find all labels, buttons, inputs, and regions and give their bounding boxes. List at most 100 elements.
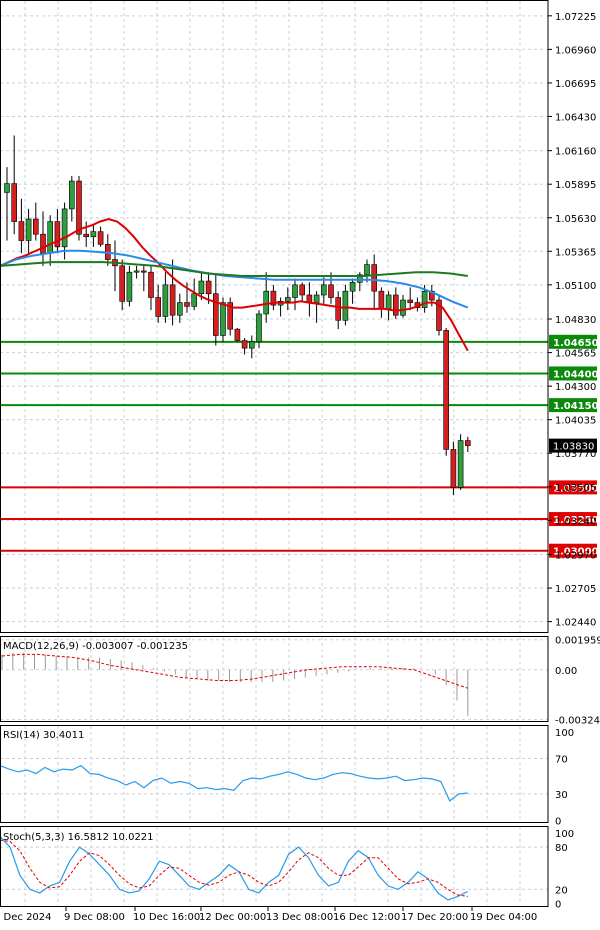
candle-body [191,293,197,307]
candle-body [40,233,46,254]
time-tick-label: 12 Dec 00:00 [199,912,266,923]
candle-body [356,274,363,283]
macd-tick-label: 0.001959 [555,636,600,647]
level-label-box [549,512,597,527]
rsi-tick-label: 100 [555,728,574,739]
candle-body [263,290,270,315]
candle-body [69,180,75,210]
price-tick-label: 1.02440 [555,618,596,629]
price-tick-label: 1.03240 [555,516,596,527]
price-tick-label: 1.02970 [555,551,596,562]
candle-body [328,284,334,298]
grid [0,1,548,906]
panel-frame [0,0,549,633]
candle-body [320,284,327,296]
candle-body [61,208,68,248]
time-tick-label: 6 Dec 2024 [0,912,52,923]
candle-body [47,221,54,254]
candle-body [335,297,342,321]
level-label-box [549,480,597,495]
price-tick-label: 1.02705 [555,584,596,595]
candle-body [313,294,320,303]
price-tick-label: 1.03505 [555,483,596,494]
price-tick-label: 1.05895 [555,180,596,191]
rsi-line [0,764,468,802]
price-tick-label: 1.04300 [555,382,596,393]
time-tick-label: 13 Dec 08:00 [266,912,333,923]
candle-body [169,284,176,316]
rsi-tick-label: 30 [555,790,568,801]
level-label: 1.03500 [553,483,599,494]
candle-body [141,270,147,273]
macd-title: MACD(12,26,9) -0.003007 -0.001235 [3,641,188,652]
candle-body [177,302,183,316]
candle-body [342,290,349,321]
panel-frames [0,0,549,907]
candle-body [457,440,464,488]
price-tick-label: 1.05630 [555,214,596,225]
price-tick-label: 1.05365 [555,247,596,258]
stoch-tick-label: 80 [555,843,568,854]
price-tick-label: 1.04035 [555,416,596,427]
candle-body [450,449,457,488]
candle-body [364,264,370,276]
time-tick-label: 19 Dec 04:00 [470,912,537,923]
stoch-tick-label: 0 [555,899,561,910]
candle-body [119,265,125,302]
axis-labels: 1.07225 1.06960 1.06695 1.06430 1.06160 1.058… [0,12,600,923]
candle-body [299,284,306,296]
macd-signal-line [1,653,468,689]
stoch-d-line [0,839,468,897]
price-series: 1.03830 [0,135,597,496]
rsi-title: RSI(14) 30.4011 [3,730,84,741]
candle-body [284,297,291,302]
price-tick-label: 1.04830 [555,315,596,326]
time-tick-label: 17 Dec 20:00 [401,912,468,923]
candle-body [220,302,226,336]
candle-body [443,330,450,450]
moving-average-blue [0,249,469,309]
candle-body [198,280,205,295]
candle-body [349,282,356,292]
horizontal-levels: 1.04650 1.04400 1.04150 1.03500 1.03250 1.030… [0,334,599,558]
rsi-tick-label: 0 [555,816,561,827]
candle-body [407,299,414,303]
candle-body [464,440,471,446]
current-price-label: 1.03830 [553,442,594,453]
macd-tick-label: 0.00 [555,666,577,677]
level-label-box [549,398,597,413]
candle-body [270,290,277,306]
price-tick-label: 1.06160 [555,147,596,158]
candle-body [83,233,89,238]
stoch-k-line [0,836,469,901]
stoch-tick-label: 100 [555,829,574,840]
candle-body [11,183,17,222]
current-price-box [549,438,597,453]
time-tick-label: 16 Dec 12:00 [333,912,400,923]
price-tick-label: 1.07225 [555,12,596,23]
candle-body [90,231,97,238]
macd-tick-label: -0.003243 [555,716,600,727]
candle-body [97,231,104,245]
candle-body [421,290,428,308]
candle-body [241,340,248,349]
candle-body [256,313,262,343]
price-tick-label: 1.04565 [555,349,596,360]
stochastic-series [0,836,469,901]
level-label: 1.03000 [553,547,599,558]
candle-body [162,284,169,317]
level-label-box [549,366,597,381]
candle-body [184,302,190,307]
candle-body [436,299,442,331]
panel-frame [0,826,549,907]
candle-body [385,294,392,310]
candle-body [392,294,399,316]
stoch-tick-label: 20 [555,885,568,896]
candle-body [400,299,406,316]
stoch-title: Stoch(5,3,3) 16.5812 10.0221 [3,832,154,843]
candle-body [378,290,385,310]
candle-body [25,218,32,241]
